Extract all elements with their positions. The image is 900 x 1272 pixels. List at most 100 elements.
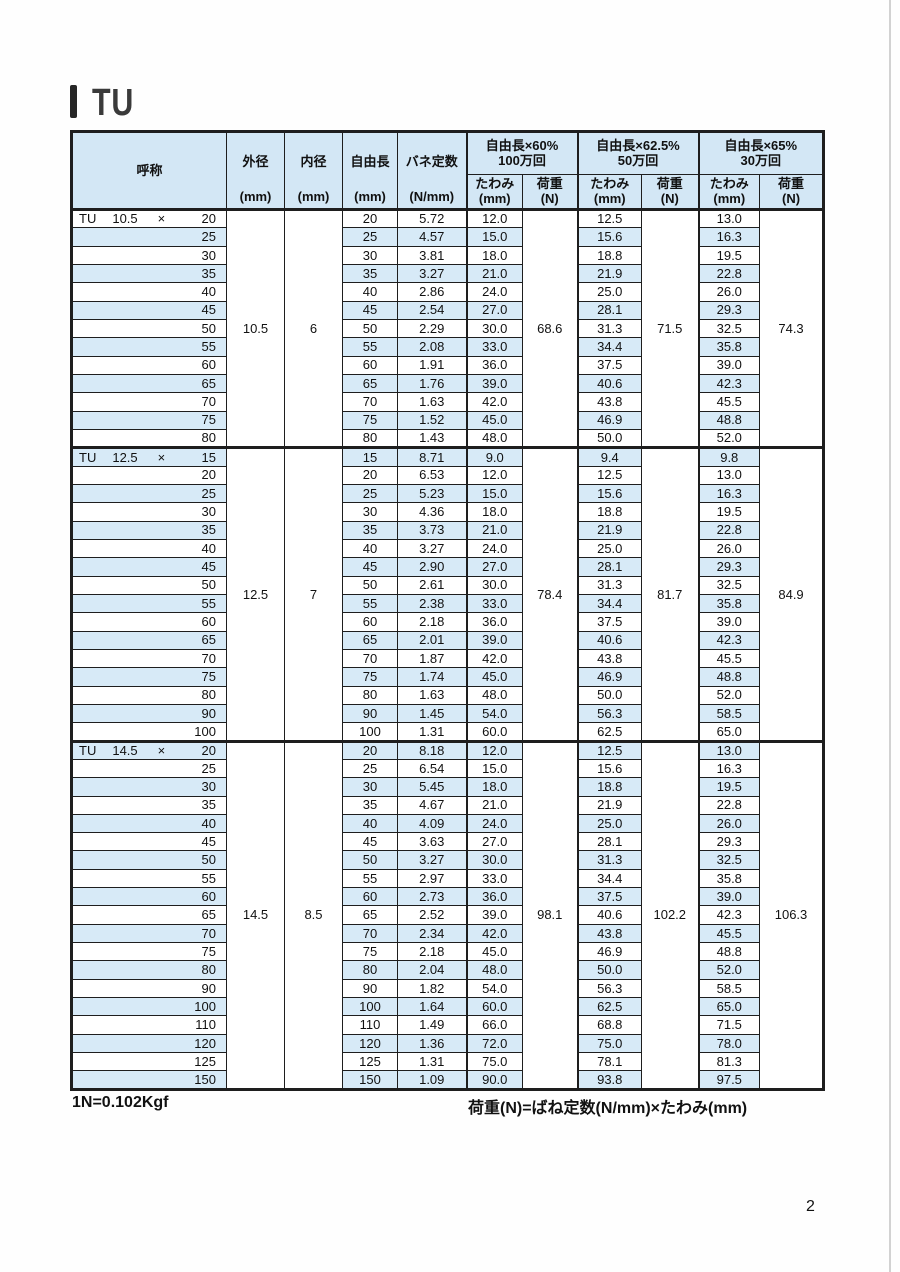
table-row: 125 125 1.31 75.0 78.1 81.3 [71,1052,824,1072]
series-size: 20 [201,742,216,758]
free-length-cell: 70 [342,648,398,669]
spring-rate-cell: 1.63 [397,685,467,705]
deflection-65-cell: 32.5 [697,850,761,870]
deflection-62-5-cell: 43.8 [576,648,642,669]
designation-cell: 30 [71,502,227,522]
deflection-60-cell: 24.0 [465,282,523,302]
deflection-65-cell: 65.0 [697,722,761,742]
free-length-unit: (mm) [354,189,386,205]
designation-cell: 60 [71,612,227,632]
spring-rate-cell: 1.64 [397,997,467,1017]
deflection-65-cell: 35.8 [697,593,761,614]
table-row: 80 80 1.43 48.0 50.0 52.0 [71,428,824,449]
series-size: 20 [201,211,216,227]
inner-diameter-label: 内径 [300,153,327,169]
free-length-cell: 45 [342,300,398,320]
deflection-62-5-cell: 21.9 [576,520,642,540]
spring-rate-cell: 3.27 [397,850,467,870]
deflection-62-5-cell: 21.9 [576,263,642,284]
deflection-60-cell: 9.0 [465,446,523,467]
load-60-cell: 98.1 [522,739,578,1090]
free-length-cell: 80 [342,685,398,705]
deflection-65-cell: 22.8 [697,520,761,540]
deflection-65-cell: 29.3 [697,832,761,852]
deflection-60-cell: 33.0 [465,337,523,357]
designation-cell: 100 [71,722,227,742]
deflection-62-5-cell: 31.3 [576,575,642,595]
spring-rate-cell: 1.09 [397,1070,467,1090]
spring-rate-cell: 6.53 [397,465,467,485]
table-row: 65 65 2.01 39.0 40.6 42.3 [71,630,824,650]
designation-cell: 35 [71,520,227,540]
designation-cell: 110 [71,1015,227,1035]
free-length-cell: 125 [342,1052,398,1072]
deflection-65-cell: 16.3 [697,758,761,779]
deflection-65-cell: 97.5 [697,1070,761,1090]
deflection-60-cell: 54.0 [465,978,523,999]
table-row: 55 55 2.08 33.0 34.4 35.8 [71,337,824,357]
deflection-65-cell: 39.0 [697,887,761,907]
deflection-62-5-cell: 18.8 [576,245,642,265]
deflection-60-cell: 27.0 [465,300,523,320]
spring-rate-cell: 2.18 [397,942,467,962]
deflection-62-5-cell: 25.0 [576,538,642,559]
table-row: 70 70 2.34 42.0 43.8 45.5 [71,923,824,944]
deflection-62-5-cell: 46.9 [576,942,642,962]
table-row: 30 30 5.45 18.0 18.8 19.5 [71,777,824,797]
inner-diameter-unit: (mm) [297,189,330,205]
spring-rate-cell: 1.49 [397,1015,467,1035]
deflection-60-cell: 45.0 [465,667,523,687]
deflection-60-cell: 15.0 [465,227,523,247]
table-row: 90 90 1.45 54.0 56.3 58.5 [71,703,824,724]
free-length-cell: 15 [342,446,398,467]
table-row: 55 55 2.38 33.0 34.4 35.8 [71,593,824,614]
deflection-60-cell: 39.0 [465,630,523,650]
designation-cell: 80 [71,428,227,449]
table-row: 25 25 4.57 15.0 15.6 16.3 [71,227,824,247]
free-length-cell: 60 [342,887,398,907]
deflection-65-cell: 32.5 [697,575,761,595]
deflection-62-5-cell: 56.3 [576,703,642,724]
free-length-cell: 30 [342,502,398,522]
deflection-62-5-cell: 46.9 [576,410,642,430]
designation-cell: 100 [71,997,227,1017]
load-60-cell: 78.4 [522,446,578,742]
designation-cell: TU 14.5 × 20 [71,739,227,760]
deflection-65-cell: 52.0 [697,685,761,705]
deflection-60-cell: 27.0 [465,832,523,852]
deflection-65-cell: 35.8 [697,868,761,889]
free-length-cell: 40 [342,813,398,834]
table-row: 100 100 1.31 60.0 62.5 65.0 [71,722,824,742]
deflection-62-5-cell: 40.6 [576,630,642,650]
multiply-sign: × [157,211,166,227]
free-length-cell: 150 [342,1070,398,1090]
spring-rate-cell: 5.45 [397,777,467,797]
deflection-62-5-cell: 31.3 [576,318,642,339]
deflection-unit: (mm) [593,191,626,207]
deflection-62-5-cell: 68.8 [576,1015,642,1035]
designation-cell: 55 [71,868,227,889]
spring-rate-label: バネ定数 [405,153,458,169]
series-prefix: TU [79,449,97,465]
designation-cell: 40 [71,813,227,834]
table-row: 25 25 6.54 15.0 15.6 16.3 [71,758,824,779]
deflection-62-5-cell: 50.0 [576,960,642,980]
scan-edge-line [889,0,891,1272]
spring-rate-cell: 2.52 [397,905,467,925]
designation-cell: 30 [71,777,227,797]
spring-rate-cell: 2.04 [397,960,467,980]
group-60-cycles: 100万回 [498,153,546,169]
designation-cell: 25 [71,483,227,504]
deflection-60-cell: 21.0 [465,520,523,540]
spring-rate-cell: 1.31 [397,722,467,742]
free-length-cell: 80 [342,428,398,449]
spring-rate-cell: 1.91 [397,355,467,375]
series-diameter: 14.5 [112,742,138,758]
deflection-62-5-cell: 37.5 [576,355,642,375]
free-length-cell: 60 [342,355,398,375]
table-row: 40 40 3.27 24.0 25.0 26.0 [71,538,824,559]
designation-cell: 40 [71,282,227,302]
designation-cell: 55 [71,337,227,357]
deflection-65-cell: 9.8 [697,446,761,467]
free-length-cell: 65 [342,630,398,650]
